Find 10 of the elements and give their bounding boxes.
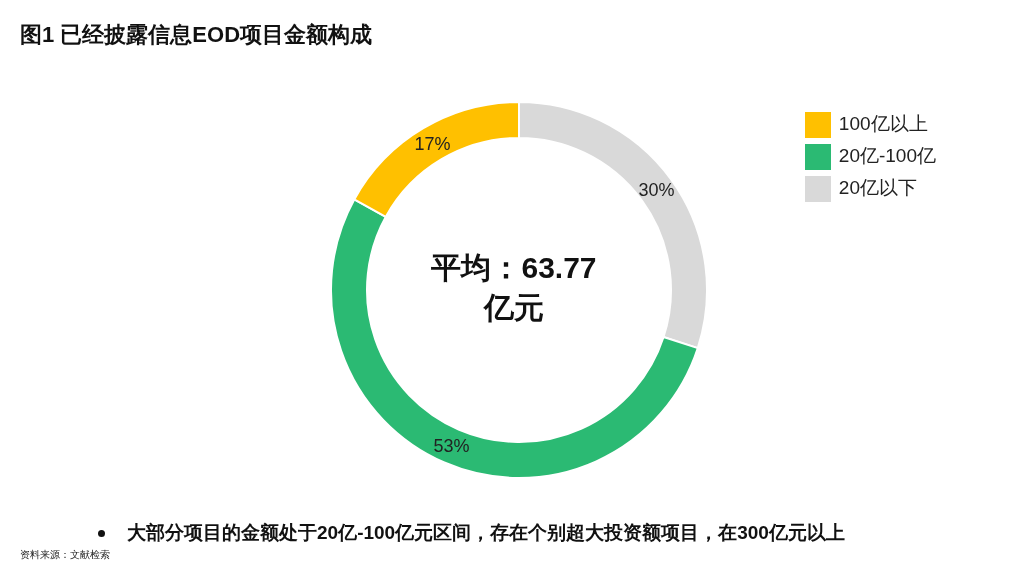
- data-label: 53%: [433, 436, 470, 457]
- legend-label: 20亿-100亿: [838, 145, 936, 166]
- data-label: 30%: [638, 180, 675, 201]
- chart-title: 图1 已经披露信息EOD项目金额构成: [20, 21, 373, 49]
- text: 资料来源：文献检索: [20, 548, 110, 562]
- legend-label: 100亿以上: [838, 113, 928, 134]
- legend-label: 20亿以下: [838, 177, 917, 198]
- data-label: 17%: [414, 133, 451, 154]
- text: 平均：63.77 亿元: [430, 250, 598, 326]
- text: 大部分项目的金额处于20亿-100亿元区间，存在个别超大投资额项目，在300亿元以上: [127, 521, 845, 545]
